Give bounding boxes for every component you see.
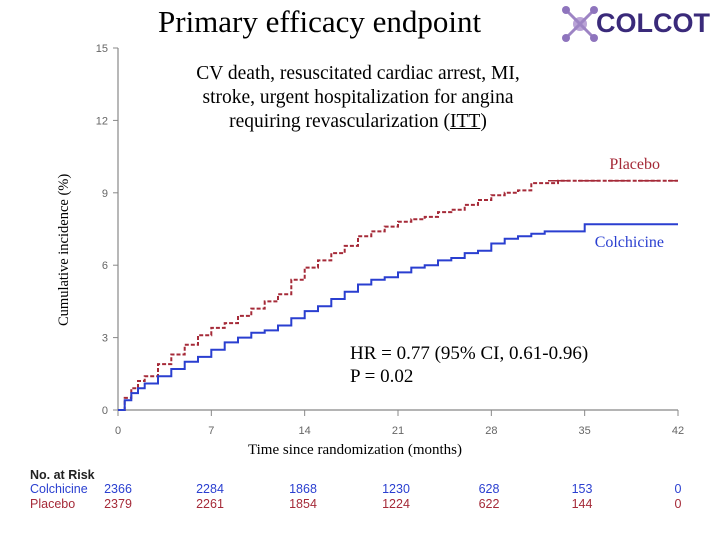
at-risk-value: 2261 [196,497,224,511]
description-line-1: CV death, resuscitated cardiac arrest, M… [196,63,520,84]
x-tick-label: 14 [299,425,311,437]
at-risk-row-label: Placebo [30,497,76,511]
y-tick-label: 6 [102,260,108,272]
description-line-3-start: requiring revascularization ( [229,111,451,132]
at-risk-row-label: Colchicine [30,482,88,496]
p-value-text: P = 0.02 [350,366,414,387]
x-tick-label: 28 [485,425,497,437]
colcot-logo: COLCOT [562,4,718,44]
description-line-3-end: ) [480,111,487,132]
description-line-2: stroke, urgent hospitalization for angin… [202,87,514,108]
legend-label-colchicine: Colchicine [595,234,664,251]
y-tick-label: 0 [102,405,108,417]
at-risk-value: 628 [478,482,500,496]
hazard-ratio-text: HR = 0.77 (95% CI, 0.61-0.96) [350,343,589,364]
x-tick-label: 21 [392,425,404,437]
at-risk-value: 2284 [196,482,224,496]
at-risk-value: 0 [674,482,682,496]
at-risk-value: 153 [571,482,593,496]
molecule-logo-icon [562,6,598,42]
chart-series: Placebo Colchicine [117,156,679,411]
endpoint-description: CV death, resuscitated cardiac arrest, M… [128,62,588,134]
legend-label-placebo: Placebo [609,156,660,173]
series-line-placebo [118,179,678,411]
description-line-3: requiring revascularization (ITT) [128,110,588,134]
at-risk-value: 144 [571,497,593,511]
at-risk-value: 1854 [289,497,317,511]
slide-title: Primary efficacy endpoint [158,4,482,39]
itt-label: ITT [450,111,481,132]
hazard-ratio-annotation: HR = 0.77 (95% CI, 0.61-0.96) P = 0.02 [350,342,588,388]
at-risk-value: 2366 [104,482,132,496]
series-line-colchicine [118,223,678,411]
x-tick-label: 35 [579,425,591,437]
chart-axes: 0 3 6 9 12 15 0 7 14 21 28 35 42 [96,43,684,437]
at-risk-value: 622 [478,497,500,511]
y-tick-label: 3 [102,333,108,345]
logo-text: COLCOT [596,8,710,38]
x-tick-label: 42 [672,425,684,437]
y-tick-label: 15 [96,43,108,55]
y-tick-label: 9 [102,188,108,200]
y-tick-label: 12 [96,115,108,127]
at-risk-value: 0 [674,497,682,511]
at-risk-value: 1868 [289,482,317,496]
x-tick-label: 7 [208,425,214,437]
at-risk-value: 2379 [104,497,132,511]
at-risk-value: 1230 [382,482,410,496]
x-tick-label: 0 [115,425,121,437]
x-axis-label: Time since randomization (months) [248,442,462,458]
at-risk-header: No. at Risk [30,468,95,482]
at-risk-value: 1224 [382,497,410,511]
